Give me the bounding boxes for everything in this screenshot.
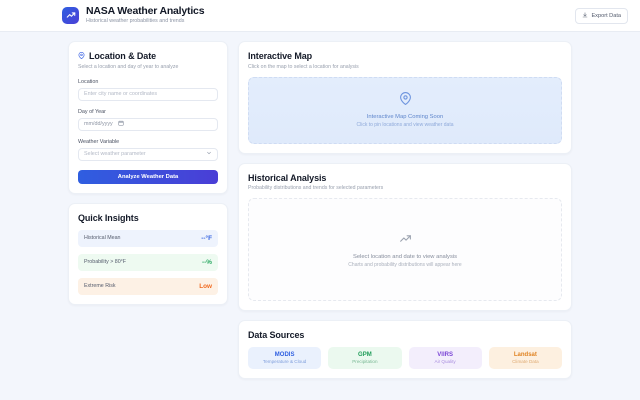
data-sources-card: Data Sources MODIS Temperature & Cloud G… — [238, 320, 572, 379]
insight-row-historical-mean: Historical Mean --°F — [78, 229, 218, 247]
left-column: Location & Date Select a location and da… — [68, 41, 228, 400]
insight-value: --% — [202, 258, 212, 266]
insight-value: Low — [199, 282, 212, 290]
insight-row-extreme-risk: Extreme Risk Low — [78, 277, 218, 295]
location-date-title-row: Location & Date — [78, 51, 218, 61]
data-source-gpm[interactable]: GPM Precipitation — [328, 347, 402, 369]
trending-up-icon — [399, 232, 412, 250]
page-title: NASA Weather Analytics — [86, 5, 205, 18]
data-source-landsat[interactable]: Landsat Climate Data — [488, 347, 562, 369]
analysis-placeholder-title: Select location and date to view analysi… — [352, 253, 458, 260]
main-content: Location & Date Select a location and da… — [0, 32, 640, 400]
day-of-year-field-label: Day of Year — [78, 108, 106, 115]
page-subtitle: Historical weather probabilities and tre… — [86, 18, 185, 25]
weather-variable-value: Select weather parameter — [84, 151, 146, 157]
interactive-map-title: Interactive Map — [248, 51, 313, 61]
historical-analysis-card: Historical Analysis Probability distribu… — [238, 162, 572, 311]
quick-insights-card: Quick Insights Historical Mean --°F Prob… — [68, 202, 228, 305]
brand-text: NASA Weather Analytics Historical weathe… — [86, 5, 205, 25]
map-pin-icon — [399, 92, 412, 110]
data-source-modis[interactable]: MODIS Temperature & Cloud — [248, 347, 322, 369]
historical-analysis-subtitle: Probability distributions and trends for… — [248, 185, 384, 191]
location-input[interactable]: Enter city name or coordinates — [78, 87, 218, 101]
data-source-viirs[interactable]: VIIRS Air Quality — [408, 347, 482, 369]
weather-variable-select[interactable]: Select weather parameter — [78, 147, 218, 161]
insight-row-probability: Probability > 80°F --% — [78, 253, 218, 271]
data-source-desc: Temperature & Cloud — [262, 359, 307, 365]
quick-insights-title: Quick Insights — [78, 212, 139, 223]
location-date-title: Location & Date — [89, 51, 157, 61]
location-field-label: Location — [78, 78, 99, 85]
location-date-card: Location & Date Select a location and da… — [68, 41, 228, 194]
download-icon — [582, 11, 588, 20]
data-source-name: MODIS — [274, 351, 295, 358]
data-source-name: VIIRS — [437, 351, 453, 358]
right-column: Interactive Map Click on the map to sele… — [238, 41, 572, 400]
calendar-icon[interactable] — [118, 120, 124, 128]
insight-label: Historical Mean — [84, 235, 121, 241]
map-placeholder-subtitle: Click to pin locations and view weather … — [356, 122, 454, 128]
data-source-desc: Air Quality — [434, 359, 456, 365]
app-header: NASA Weather Analytics Historical weathe… — [0, 0, 640, 32]
analysis-placeholder: Select location and date to view analysi… — [248, 198, 562, 301]
interactive-map-card: Interactive Map Click on the map to sele… — [238, 41, 572, 154]
location-input-placeholder: Enter city name or coordinates — [84, 91, 158, 97]
weather-variable-field-label: Weather Variable — [78, 138, 120, 145]
analyze-weather-data-button[interactable]: Analyze Weather Data — [78, 169, 218, 184]
location-date-subtitle: Select a location and day of year to ana… — [78, 63, 179, 70]
brand: NASA Weather Analytics Historical weathe… — [62, 5, 205, 25]
chevron-down-icon — [206, 150, 212, 158]
analysis-placeholder-subtitle: Charts and probability distributions wil… — [348, 261, 462, 268]
map-pin-icon — [78, 51, 85, 61]
map-placeholder-title: Interactive Map Coming Soon — [366, 114, 444, 120]
data-source-desc: Precipitation — [352, 359, 378, 365]
export-data-label: Export Data — [591, 12, 621, 19]
export-data-button[interactable]: Export Data — [575, 7, 628, 24]
day-of-year-placeholder: mm/dd/yyyy — [84, 121, 113, 127]
data-sources-title: Data Sources — [248, 330, 305, 340]
insight-label: Probability > 80°F — [84, 259, 127, 265]
data-sources-list: MODIS Temperature & Cloud GPM Precipitat… — [248, 347, 562, 369]
data-source-name: GPM — [358, 351, 372, 358]
historical-analysis-title: Historical Analysis — [248, 172, 327, 183]
data-source-desc: Climate Data — [512, 359, 539, 365]
trending-up-icon — [62, 6, 79, 24]
insight-label: Extreme Risk — [84, 283, 116, 289]
insight-value: --°F — [201, 234, 212, 242]
interactive-map-subtitle: Click on the map to select a location fo… — [248, 63, 359, 70]
map-placeholder[interactable]: Interactive Map Coming Soon Click to pin… — [248, 76, 562, 144]
day-of-year-input[interactable]: mm/dd/yyyy — [78, 117, 218, 131]
data-source-name: Landsat — [513, 351, 537, 358]
